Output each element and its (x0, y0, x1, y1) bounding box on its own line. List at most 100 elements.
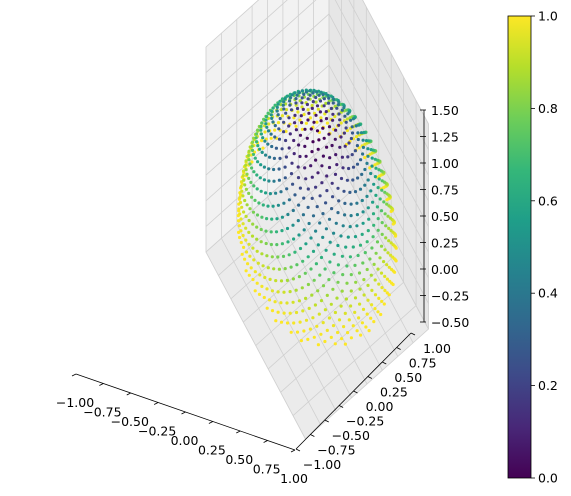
scatter-point (300, 127, 304, 131)
scatter-point (346, 235, 350, 239)
scatter-point (259, 227, 263, 232)
scatter-point (321, 154, 325, 158)
scatter-point (321, 126, 325, 130)
scatter-point (368, 257, 372, 261)
scatter-point (337, 100, 341, 104)
scatter-point (383, 288, 387, 293)
x-tick (99, 383, 104, 386)
scatter-point (287, 198, 291, 202)
scatter-point (260, 252, 264, 256)
scatter-point (322, 136, 326, 140)
scatter-point (306, 337, 310, 341)
scatter-point (359, 131, 364, 135)
scatter-point (309, 164, 313, 168)
scatter-point (303, 127, 307, 131)
scatter-point (273, 103, 277, 107)
scatter-point (348, 255, 352, 259)
scatter-point (253, 270, 257, 274)
scatter-point (251, 210, 256, 214)
scatter-point (263, 130, 267, 134)
scatter-point (358, 302, 362, 306)
scatter-point (367, 217, 371, 221)
scatter-point (312, 335, 316, 339)
scatter-point (347, 141, 351, 145)
scatter-point (257, 292, 262, 296)
scatter-point (279, 320, 284, 324)
scatter-point (299, 114, 303, 118)
grid-line-z (205, 0, 429, 150)
scatter-point (247, 176, 251, 180)
scatter-point (293, 91, 297, 95)
scatter-point (344, 297, 348, 301)
scatter-point (267, 167, 271, 171)
scatter-point (239, 229, 243, 233)
x-tick-label: −0.75 (83, 405, 121, 420)
scatter-point (274, 191, 278, 195)
y-tick-label: −0.25 (346, 414, 384, 429)
scatter-point (283, 176, 287, 180)
scatter-point (302, 112, 306, 117)
scatter-point (327, 217, 332, 221)
scatter-point (292, 152, 296, 156)
scatter-point (299, 339, 303, 343)
scatter-point (322, 104, 326, 108)
scatter-point (294, 124, 298, 128)
scatter-point (357, 123, 361, 127)
scatter-point (341, 166, 345, 170)
scatter-point (253, 156, 257, 160)
scatter-point (366, 229, 370, 233)
scatter-point (372, 262, 376, 266)
x-tick (236, 430, 241, 434)
scatter-point (244, 226, 248, 230)
scatter-point (308, 89, 312, 93)
scatter-point (262, 295, 266, 300)
scatter-point (337, 199, 341, 203)
y-tick (367, 376, 373, 379)
scatter-point (321, 93, 325, 97)
scatter-point (319, 90, 323, 94)
scatter-point (290, 93, 294, 97)
scatter-point (345, 117, 349, 121)
x-tick-label: −0.50 (111, 414, 149, 429)
scatter-point (360, 321, 364, 325)
scatter-point (309, 267, 313, 271)
scatter-point (314, 262, 318, 266)
scatter-point (304, 90, 308, 94)
scatter-point (351, 178, 355, 182)
scatter-point (260, 139, 264, 143)
scatter-point (339, 304, 343, 308)
scatter-point (364, 139, 369, 143)
scatter-point (338, 145, 342, 149)
scatter-point (323, 267, 327, 271)
scatter-point (365, 194, 369, 198)
scatter-point (379, 244, 384, 248)
scatter-point (270, 144, 274, 149)
scatter-point (270, 255, 274, 259)
scatter-point (387, 204, 391, 208)
x-tick-label: 0.25 (198, 443, 226, 458)
scatter-point (314, 185, 318, 189)
scatter-point (246, 262, 250, 266)
scatter-point (343, 201, 347, 205)
colorbar: 0.0 0.2 0.4 0.6 0.8 1.0 (507, 9, 558, 486)
x-tick-label: 0.00 (171, 433, 199, 448)
scatter-point (266, 111, 270, 115)
scatter-point (237, 207, 241, 211)
z-tick-label: 1.50 (431, 103, 459, 118)
scatter-point (355, 201, 359, 205)
scatter-point (312, 278, 316, 282)
scatter-point (365, 161, 369, 165)
scatter-point (244, 269, 248, 273)
x-tick-label: −1.00 (56, 395, 94, 410)
scatter-point (284, 108, 289, 112)
scatter-point (248, 207, 252, 211)
scatter-point (319, 332, 323, 336)
scatter-point (277, 267, 281, 271)
scatter-point (362, 278, 366, 282)
scatter-point (321, 321, 325, 325)
scatter-point (351, 165, 356, 169)
scatter-point (244, 214, 248, 218)
scatter-point (377, 296, 381, 300)
scatter-point (248, 254, 252, 258)
